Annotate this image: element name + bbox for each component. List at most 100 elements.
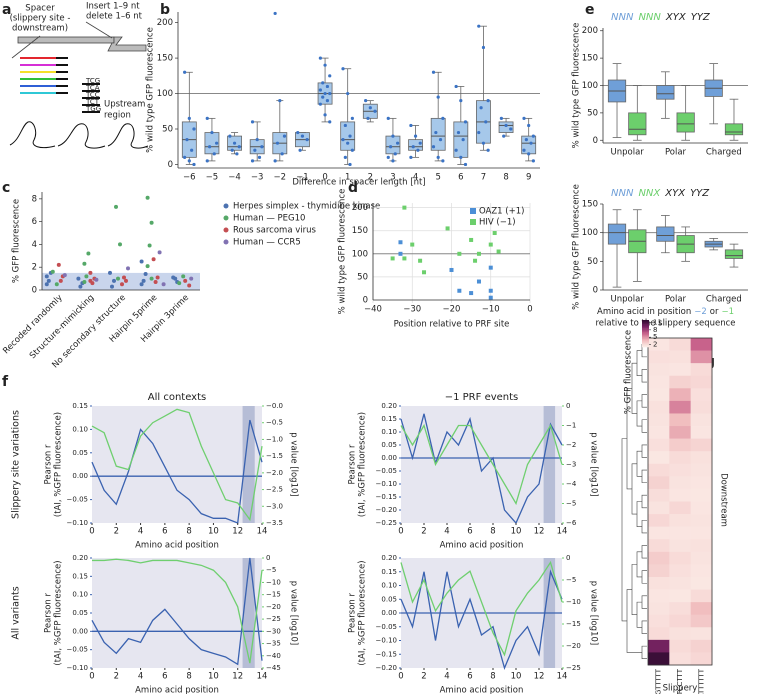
point bbox=[84, 274, 89, 279]
y2-axis-label: p value [log10] bbox=[589, 432, 599, 496]
heatmap-cell bbox=[690, 463, 713, 477]
colorbar-segment bbox=[642, 328, 649, 330]
x-axis-label: relative to the slippery sequence bbox=[595, 319, 735, 329]
y-tick-label: 0.10 bbox=[72, 425, 88, 433]
y-tick-label: 150 bbox=[157, 54, 173, 64]
y2-tick-label: −2 bbox=[566, 441, 576, 449]
point bbox=[422, 270, 427, 275]
y-tick-label: 0.10 bbox=[72, 591, 88, 599]
y2-tick-label: −20 bbox=[266, 603, 281, 611]
point bbox=[82, 261, 87, 266]
y-tick-label: 0.15 bbox=[72, 572, 88, 580]
heatmap-cell bbox=[648, 576, 670, 590]
colorbar-segment bbox=[642, 322, 649, 325]
y-axis-label: (tAI, %GFP fluorescence) bbox=[54, 560, 64, 665]
diagram-label: downstream) bbox=[12, 24, 68, 34]
colorbar-segment bbox=[642, 337, 649, 340]
y-tick-label: 100 bbox=[352, 249, 368, 259]
y-tick-label: 0.20 bbox=[381, 402, 397, 410]
box bbox=[408, 139, 423, 151]
point bbox=[402, 205, 407, 210]
box bbox=[676, 112, 695, 133]
x-tick-label: 1 bbox=[345, 173, 350, 183]
point bbox=[527, 123, 531, 128]
heatmap-cell bbox=[648, 413, 670, 427]
header-token: NNN bbox=[611, 188, 634, 199]
point bbox=[88, 270, 93, 275]
y2-tick-label: −5 bbox=[566, 500, 576, 508]
point bbox=[173, 276, 178, 281]
colorbar-segment bbox=[642, 326, 649, 329]
y-tick-label: 0 bbox=[593, 286, 598, 296]
y-tick-label: 150 bbox=[582, 54, 598, 64]
colorbar-segment bbox=[642, 332, 649, 334]
y-axis-label: (tAI, %GFP fluorescence) bbox=[54, 412, 64, 517]
y-axis-label: (tAI, %GFP fluorescence) bbox=[358, 560, 368, 665]
dendrogram bbox=[641, 545, 647, 559]
point bbox=[145, 264, 150, 269]
point bbox=[463, 120, 468, 124]
codon: TCT bbox=[85, 98, 100, 106]
y2-tick-label: −4 bbox=[566, 480, 577, 488]
insert-bar bbox=[107, 36, 147, 52]
point bbox=[509, 127, 513, 131]
x-axis-label: Amino acid position bbox=[135, 541, 219, 551]
x-tick-label: 2 bbox=[114, 672, 119, 682]
point bbox=[296, 130, 300, 135]
colorbar-tick-label: 8 bbox=[653, 326, 657, 334]
x-tick-label: 7 bbox=[481, 173, 486, 183]
point bbox=[402, 256, 407, 261]
x-tick-label: 12 bbox=[232, 672, 243, 682]
dendrogram bbox=[631, 564, 637, 615]
heatmap-cell bbox=[690, 551, 713, 565]
point bbox=[527, 152, 531, 156]
point bbox=[431, 70, 436, 74]
heatmap-cell bbox=[690, 539, 713, 553]
y-tick-label: −0.20 bbox=[376, 506, 397, 514]
point bbox=[348, 134, 352, 138]
point bbox=[187, 159, 191, 163]
heatmap-cell bbox=[669, 602, 691, 615]
plot-background bbox=[92, 558, 262, 668]
legend-marker bbox=[223, 239, 229, 245]
box bbox=[453, 121, 469, 158]
box bbox=[724, 123, 744, 136]
dendrogram bbox=[636, 350, 642, 377]
header: NNN NNN XYX YYZ bbox=[611, 12, 711, 23]
box bbox=[656, 85, 675, 100]
colorbar-segment bbox=[642, 345, 649, 348]
heatmap-cell bbox=[648, 564, 670, 578]
x-tick-label: Unpolar bbox=[611, 148, 645, 158]
highlight bbox=[543, 406, 556, 523]
point bbox=[230, 148, 234, 152]
point bbox=[328, 74, 332, 78]
x-tick-label: 12 bbox=[534, 672, 545, 682]
point bbox=[120, 282, 124, 287]
y-tick-label: 0 bbox=[363, 296, 368, 306]
x-axis-label-part: −2 bbox=[694, 307, 707, 317]
heatmap-cell bbox=[669, 438, 691, 452]
heatmap-cell bbox=[690, 614, 713, 628]
codon: TCC bbox=[85, 91, 100, 99]
dendrogram bbox=[636, 601, 642, 628]
point bbox=[431, 145, 436, 149]
box bbox=[656, 226, 675, 242]
y-tick-label: 200 bbox=[582, 26, 598, 36]
heatmap-cell bbox=[690, 589, 713, 603]
point bbox=[323, 113, 327, 117]
point bbox=[409, 155, 413, 159]
heatmap-cell bbox=[690, 413, 713, 427]
hairpins bbox=[9, 121, 149, 149]
point bbox=[177, 281, 182, 286]
y-tick-label: 50 bbox=[587, 257, 598, 267]
y-tick-label: 150 bbox=[582, 200, 598, 210]
point bbox=[364, 99, 368, 103]
heatmap-cell bbox=[669, 614, 691, 628]
x-tick-label: 6 bbox=[162, 672, 167, 682]
point bbox=[298, 148, 302, 152]
heatmap-cell bbox=[669, 589, 691, 603]
heatmap-cell bbox=[648, 589, 670, 603]
heatmap-cell bbox=[669, 551, 691, 565]
point bbox=[321, 95, 325, 99]
heatmap-cell bbox=[690, 400, 713, 414]
